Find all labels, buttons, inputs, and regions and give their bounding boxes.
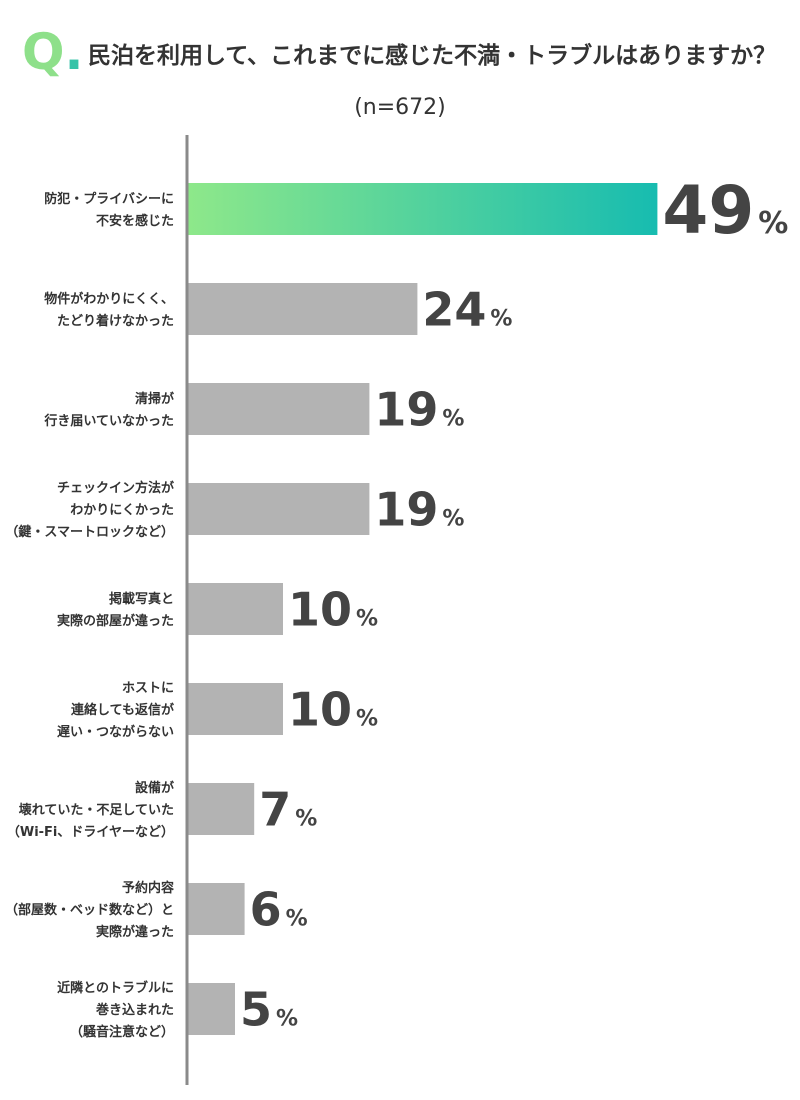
value-label-2: 24% [422, 283, 512, 337]
q-letter: Q [22, 23, 65, 81]
q-dot: . [64, 23, 84, 81]
value-unit: % [442, 507, 464, 532]
value-unit: % [356, 607, 378, 632]
category-label-8: 予約内容 （部屋数・ベッド数など）と実際が違った [5, 880, 174, 940]
value-label-4: 19% [374, 483, 464, 537]
value-unit: % [442, 407, 464, 432]
chart-header: Q. 民泊を利用して、これまでに感じた不満・トラブルはありますか？ (n=672… [0, 0, 800, 140]
value-unit: % [286, 907, 308, 932]
category-label-5: 掲載写真と実際の部屋が違った [57, 591, 174, 629]
category-label-line: 不安を感じた [96, 213, 174, 229]
bar-3 [187, 383, 370, 435]
category-labels-group: 防犯・プライバシーに不安を感じた物件がわかりにくく、たどり着けなかった清掃が行き… [5, 191, 174, 1040]
value-number: 19 [374, 383, 438, 437]
value-unit: % [758, 206, 788, 241]
category-label-line: 行き届いていなかった [43, 413, 174, 429]
value-label-3: 19% [374, 383, 464, 437]
category-label-3: 清掃が行き届いていなかった [43, 391, 174, 429]
value-label-9: 5% [240, 983, 298, 1037]
value-label-7: 7% [259, 783, 317, 837]
bar-8 [187, 883, 245, 935]
value-label-8: 6% [250, 883, 308, 937]
category-label-line: たどり着けなかった [57, 313, 174, 329]
sample-size: (n=672) [354, 95, 446, 120]
value-number: 19 [374, 483, 438, 537]
bar-1 [187, 183, 658, 235]
category-label-line: 壊れていた・不足していた [19, 802, 174, 818]
question-title: 民泊を利用して、これまでに感じた不満・トラブルはありますか？ [88, 43, 777, 69]
bars-group [187, 183, 658, 1035]
category-label-line: 実際が違った [96, 924, 174, 940]
value-number: 7 [259, 783, 291, 837]
category-label-line: （部屋数・ベッド数など）と [5, 902, 174, 918]
bar-5 [187, 583, 283, 635]
bar-4 [187, 483, 370, 535]
value-label-5: 10% [288, 583, 378, 637]
category-label-line: 近隣とのトラブルに [57, 980, 174, 996]
category-label-line: 清掃が [135, 391, 174, 407]
category-label-line: 掲載写真と [109, 591, 174, 607]
value-number: 24 [422, 283, 486, 337]
category-label-line: 実際の部屋が違った [57, 613, 174, 629]
value-label-1: 49% [662, 172, 788, 249]
value-unit: % [490, 307, 512, 332]
category-label-9: 近隣とのトラブルに巻き込まれた （騒音注意など） [57, 980, 174, 1040]
value-number: 49 [662, 172, 754, 249]
category-label-line: ホストに [122, 681, 174, 696]
category-label-line: 遅い・つながらない [57, 724, 174, 740]
category-label-line: わかりにくかった [70, 503, 174, 518]
category-label-1: 防犯・プライバシーに不安を感じた [44, 191, 174, 229]
bar-6 [187, 683, 283, 735]
category-label-7: 設備が壊れていた・不足していた （Wi-Fi、ドライヤーなど） [7, 780, 174, 840]
category-label-line: （鍵・スマートロックなど） [5, 524, 174, 540]
value-unit: % [295, 807, 317, 832]
category-label-line: 防犯・プライバシーに [44, 191, 174, 207]
value-unit: % [276, 1007, 298, 1032]
category-label-line: （Wi-Fi、ドライヤーなど） [7, 824, 174, 840]
category-label-2: 物件がわかりにくく、たどり着けなかった [44, 291, 174, 329]
category-label-4: チェックイン方法がわかりにくかった （鍵・スマートロックなど） [5, 480, 174, 540]
value-number: 6 [250, 883, 282, 937]
category-label-line: 連絡しても返信が [71, 702, 174, 718]
value-number: 10 [288, 683, 352, 737]
question-mark-logo: Q. [22, 22, 84, 82]
bar-7 [187, 783, 255, 835]
value-unit: % [356, 707, 378, 732]
value-labels-group: 49 %24 %19 %19 %10 %10 %7 %6 %5% [240, 172, 788, 1037]
category-label-line: チェックイン方法が [57, 480, 174, 496]
bar-9 [187, 983, 235, 1035]
category-label-line: 予約内容 [122, 880, 174, 896]
value-number: 10 [288, 583, 352, 637]
bar-2 [187, 283, 418, 335]
category-label-line: （騒音注意など） [70, 1024, 174, 1040]
category-label-6: ホストに連絡しても返信が遅い・つながらない [57, 681, 174, 740]
category-label-line: 設備が [135, 780, 174, 796]
value-number: 5 [240, 983, 272, 1037]
category-label-line: 巻き込まれた [95, 1002, 174, 1018]
value-label-6: 10% [288, 683, 378, 737]
category-label-line: 物件がわかりにくく、 [44, 291, 174, 307]
